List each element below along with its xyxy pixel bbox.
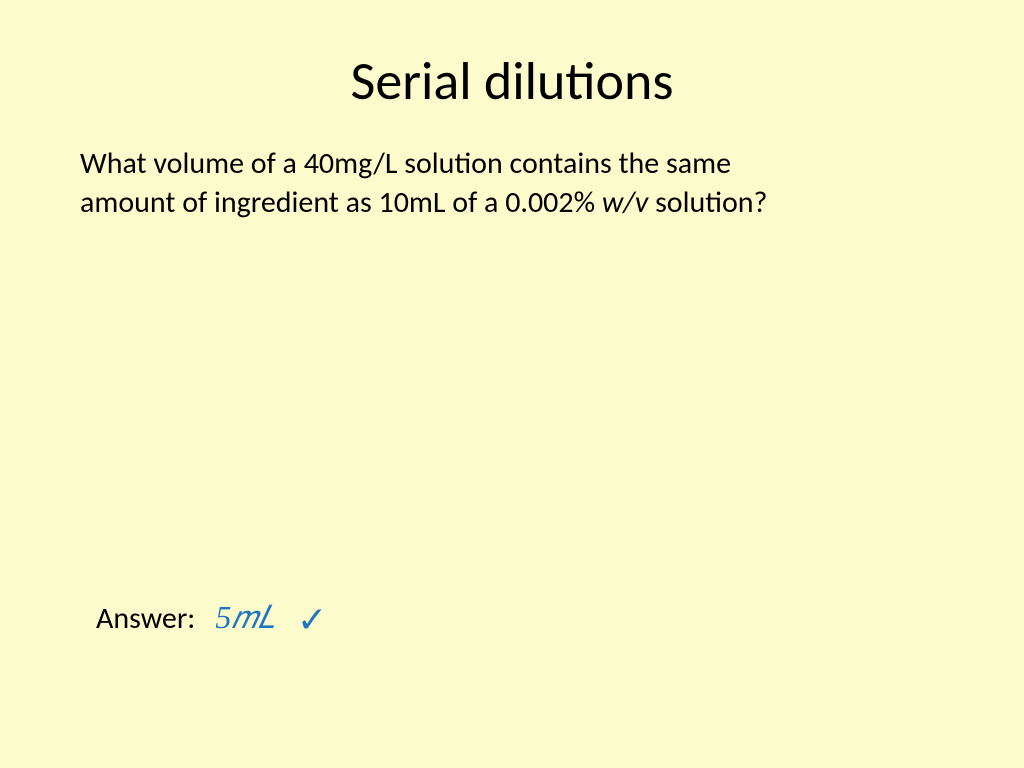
slide-title: Serial dilutions bbox=[0, 0, 1024, 114]
answer-value: 5𝑚𝐿 bbox=[215, 599, 275, 635]
question-text: What volume of a 40mg/L solution contain… bbox=[0, 114, 1024, 222]
question-wv-italic: w/v bbox=[602, 184, 648, 221]
answer-label: Answer: bbox=[96, 600, 195, 637]
question-line1: What volume of a 40mg/L solution contain… bbox=[80, 145, 731, 182]
question-line2-pre: amount of ingredient as 10mL of a 0.002% bbox=[80, 184, 602, 221]
answer-row: Answer: 5𝑚𝐿 ✓ bbox=[96, 594, 327, 638]
checkmark-icon: ✓ bbox=[297, 598, 327, 642]
question-line2-post: solution? bbox=[648, 184, 767, 221]
answer-value-wrap: 5𝑚𝐿 ✓ bbox=[215, 594, 327, 638]
